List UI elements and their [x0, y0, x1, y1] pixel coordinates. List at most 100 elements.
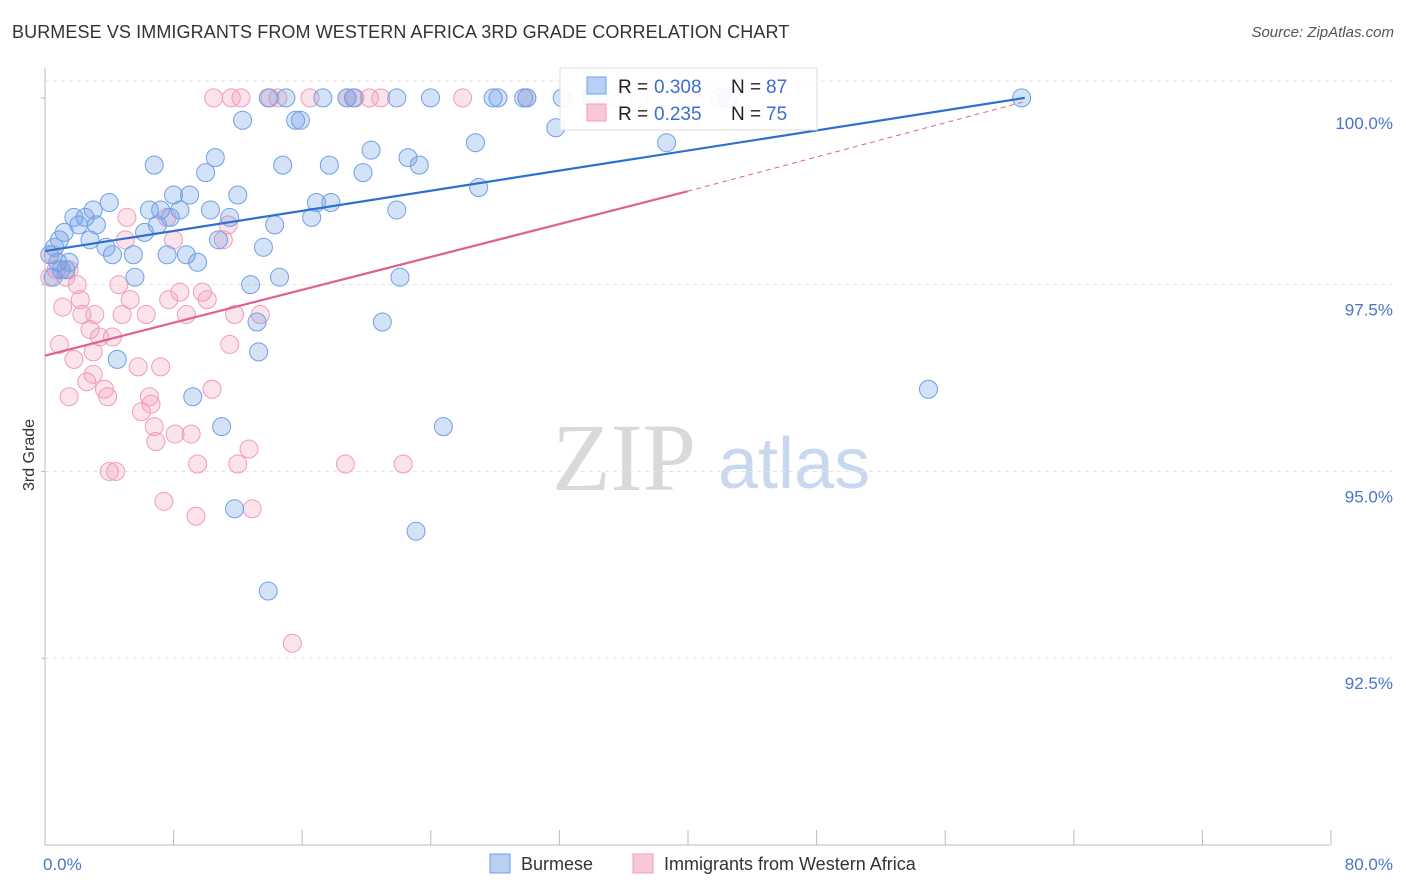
series-western-africa-points [40, 88, 697, 653]
burmese-point [205, 148, 225, 168]
wafrica-point [98, 387, 118, 407]
wafrica-point [159, 290, 179, 310]
wafrica-point [146, 432, 166, 452]
burmese-point [258, 88, 278, 108]
wafrica-point [85, 305, 105, 325]
burmese-point [86, 215, 106, 235]
wafrica-point [221, 88, 241, 108]
burmese-point [517, 88, 537, 108]
burmese-point [390, 267, 410, 287]
wafrica-r-value: 0.235 [654, 104, 702, 125]
burmese-point [265, 215, 285, 235]
burmese-point [406, 521, 426, 541]
legend-wafrica-label: Immigrants from Western Africa [664, 854, 917, 874]
burmese-point [241, 275, 261, 295]
series-burmese-points [40, 88, 1032, 601]
burmese-trend-line [44, 96, 1025, 253]
burmese-point [183, 387, 203, 407]
burmese-point [247, 312, 267, 332]
burmese-point [290, 110, 310, 130]
burmese-point [225, 499, 245, 519]
watermark-atlas: atlas [718, 424, 870, 504]
burmese-point [657, 133, 677, 153]
wafrica-r-label: R = [618, 104, 648, 125]
burmese-point [212, 417, 232, 437]
y-tick-label: 92.5% [1345, 674, 1393, 693]
burmese-point [75, 207, 95, 227]
source-label: Source: ZipAtlas.com [1251, 24, 1394, 41]
burmese-point [188, 252, 208, 272]
wafrica-point [144, 417, 164, 437]
burmese-point [409, 155, 429, 175]
wafrica-point [64, 349, 84, 369]
burmese-point [372, 312, 392, 332]
legend-burmese-swatch [489, 853, 511, 874]
wafrica-point [80, 319, 100, 339]
wafrica-point [128, 357, 148, 377]
wafrica-point [99, 461, 119, 481]
wafrica-trend-extension [687, 101, 1025, 192]
burmese-point [286, 110, 306, 130]
burmese-n-label: N = [731, 77, 761, 98]
wafrica-point [112, 305, 132, 325]
wafrica-point [359, 88, 379, 108]
y-tick-label: 95.0% [1345, 487, 1393, 506]
wafrica-point [67, 275, 87, 295]
wafrica-point [242, 499, 262, 519]
burmese-point [151, 200, 171, 220]
burmese-point [249, 342, 269, 362]
burmese-n-value: 87 [766, 77, 787, 98]
burmese-point [343, 88, 363, 108]
wafrica-point [197, 290, 217, 310]
y-axis-label: 3rd Grade [21, 419, 38, 491]
burmese-swatch [586, 76, 607, 95]
wafrica-point [109, 275, 129, 295]
burmese-point [258, 581, 278, 601]
x-tick-label-min: 0.0% [43, 855, 82, 874]
burmese-point [160, 207, 180, 227]
burmese-point [196, 163, 216, 183]
y-tick-label: 97.5% [1345, 301, 1393, 320]
burmese-point [421, 88, 440, 108]
burmese-point [273, 155, 293, 175]
burmese-point [918, 379, 938, 399]
burmese-point [465, 133, 485, 153]
burmese-point [321, 192, 341, 212]
wafrica-trend-line [44, 190, 688, 357]
wafrica-point [220, 334, 240, 354]
burmese-point [233, 110, 253, 130]
burmese-point [253, 237, 273, 257]
wafrica-point [117, 207, 137, 227]
wafrica-point [70, 290, 90, 310]
wafrica-n-label: N = [731, 104, 761, 125]
y-tick-label: 100.0% [1335, 114, 1393, 133]
wafrica-point [139, 387, 159, 407]
x-tick-label-max: 80.0% [1345, 855, 1393, 874]
stats-legend: R = 0.308 N = 87 R = 0.235 N = 75 [559, 67, 818, 131]
burmese-point [157, 245, 177, 265]
burmese-point [139, 200, 159, 220]
burmese-point [319, 155, 339, 175]
burmese-point [180, 185, 200, 205]
burmese-point [83, 200, 103, 220]
bottom-legend: Burmese Immigrants from Western Africa [489, 853, 917, 874]
burmese-point [483, 88, 503, 108]
burmese-point [387, 88, 407, 108]
burmese-point [353, 163, 373, 183]
burmese-point [313, 88, 333, 108]
wafrica-point [204, 88, 224, 108]
burmese-r-label: R = [618, 77, 648, 98]
wafrica-point [59, 387, 79, 407]
burmese-r-value: 0.308 [654, 77, 702, 98]
burmese-point [144, 155, 164, 175]
wafrica-point [131, 402, 151, 422]
y-tick-labels: 92.5% 95.0% 97.5% 100.0% [1335, 114, 1393, 693]
burmese-point [176, 245, 196, 265]
burmese-point [270, 267, 290, 287]
burmese-point [99, 192, 119, 212]
burmese-point [51, 260, 71, 280]
burmese-point [398, 148, 418, 168]
wafrica-point [83, 364, 103, 384]
wafrica-point [136, 305, 156, 325]
